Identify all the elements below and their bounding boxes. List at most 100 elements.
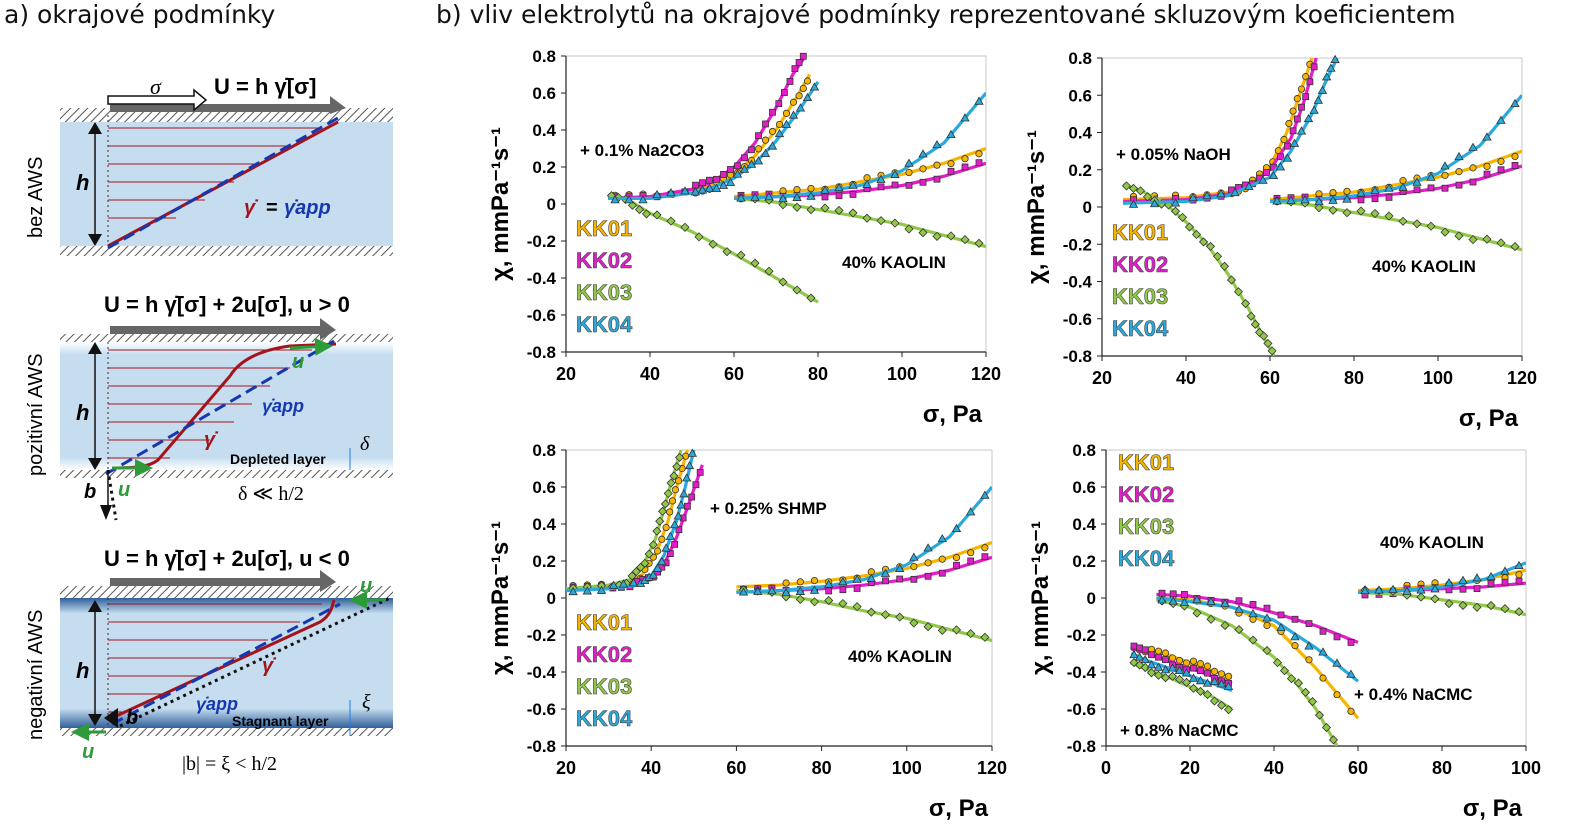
data-point	[1515, 570, 1523, 579]
data-point	[1483, 162, 1491, 170]
data-point	[1181, 668, 1192, 677]
data-point	[980, 490, 990, 499]
series-line	[566, 450, 689, 591]
data-point	[767, 141, 778, 150]
data-point	[1356, 206, 1366, 216]
series-line	[1357, 590, 1526, 617]
u-label-3-bottom: u	[82, 741, 94, 763]
data-point	[713, 175, 720, 183]
x-axis-label: σ, Pa	[1459, 405, 1519, 432]
data-point	[862, 213, 872, 223]
x-tick-label: 20	[556, 364, 576, 384]
data-point	[1328, 205, 1338, 215]
data-point	[792, 285, 802, 295]
data-point	[807, 184, 815, 193]
data-point	[806, 205, 816, 215]
data-point	[1174, 674, 1185, 684]
data-point	[1305, 620, 1313, 627]
y-tick-label: -0.2	[1063, 235, 1092, 254]
y-tick-label: -0.2	[527, 232, 556, 251]
x-tick-label: 40	[641, 758, 661, 778]
data-point	[652, 526, 662, 536]
y-tick-label: -0.2	[1067, 626, 1096, 645]
data-point	[795, 59, 803, 66]
data-point	[687, 448, 698, 457]
data-point	[1343, 187, 1351, 195]
data-point	[1285, 119, 1293, 128]
data-point	[1402, 586, 1412, 595]
data-point	[680, 186, 690, 195]
data-point	[708, 239, 718, 249]
data-point	[778, 277, 788, 287]
data-point	[1497, 166, 1505, 174]
data-point	[838, 598, 848, 609]
data-point	[924, 572, 932, 580]
data-point	[1298, 103, 1305, 111]
data-point	[1342, 194, 1352, 203]
data-point	[1195, 686, 1206, 696]
data-point	[727, 166, 734, 173]
series-line	[733, 146, 986, 199]
data-point	[938, 569, 946, 577]
data-point	[1469, 178, 1477, 186]
data-point	[1289, 127, 1297, 135]
b-label-2: b	[84, 481, 96, 503]
data-point	[778, 200, 788, 210]
data-point	[582, 586, 592, 595]
base-material-label: 40% KAOLIN	[848, 647, 952, 666]
data-point	[791, 65, 799, 73]
data-point	[1326, 63, 1336, 72]
sigma-label: σ	[150, 74, 162, 99]
data-point	[1332, 658, 1342, 667]
data-point	[1458, 575, 1468, 584]
data-point	[967, 549, 975, 557]
data-point	[1486, 600, 1496, 611]
data-point	[953, 561, 960, 569]
data-point	[764, 266, 774, 276]
y-tick-label: 0.4	[532, 515, 556, 534]
data-point	[781, 89, 788, 96]
x-tick-label: 80	[812, 758, 832, 778]
header-part-b: b) vliv elektrolytů na okrajové podmínky…	[436, 0, 1456, 29]
data-point	[961, 155, 969, 163]
data-point	[1319, 627, 1327, 635]
data-point	[775, 100, 783, 108]
series-line	[1357, 568, 1526, 593]
data-point	[923, 543, 933, 552]
data-point	[1146, 660, 1157, 669]
data-point	[1300, 195, 1310, 204]
data-point	[1198, 237, 1209, 247]
data-point	[1370, 185, 1380, 195]
data-point	[736, 250, 746, 260]
y-tick-label: 0.4	[532, 121, 556, 140]
gamma-app-label-1: γ̇app	[284, 197, 331, 219]
u-label-2-bottom: u	[118, 479, 130, 501]
data-point	[1244, 181, 1254, 190]
data-point	[638, 195, 648, 204]
data-point	[786, 78, 794, 85]
side-label-bez-aws: bez AWS	[25, 156, 47, 238]
data-point	[1148, 651, 1155, 659]
data-point	[910, 562, 918, 571]
data-point	[1272, 658, 1283, 668]
y-tick-label: -0.2	[527, 626, 556, 645]
data-point	[663, 488, 673, 499]
plot-area-frame	[565, 449, 993, 747]
data-point	[634, 205, 645, 215]
x-tick-label: 100	[887, 364, 917, 384]
legend-label: KK04	[576, 706, 633, 731]
data-point	[1416, 585, 1426, 594]
data-point	[768, 127, 777, 136]
data-point	[782, 579, 790, 587]
series-line	[733, 91, 986, 201]
data-point	[753, 156, 764, 165]
data-point	[1262, 613, 1272, 622]
data-point	[1267, 346, 1277, 356]
x-tick-label: 20	[1180, 758, 1200, 778]
data-point	[1319, 674, 1327, 682]
data-point	[1426, 221, 1436, 231]
data-point	[1202, 191, 1212, 200]
data-point	[1167, 671, 1178, 681]
data-point	[1205, 241, 1216, 251]
header-part-a: a) okrajové podmínky	[4, 0, 276, 29]
